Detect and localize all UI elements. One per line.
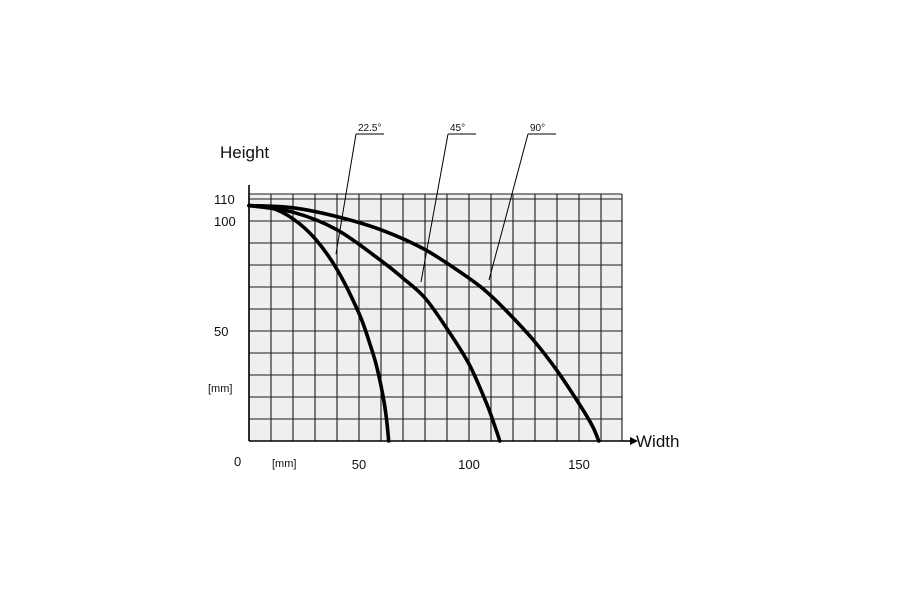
x-tick-label: 50 — [352, 457, 366, 472]
x-unit-label: [mm] — [272, 458, 296, 470]
plot-area — [249, 194, 622, 441]
x-axis-arrowhead — [630, 437, 638, 445]
x-tick-label: 100 — [458, 457, 480, 472]
x-tick-labels: 50 100 150 — [352, 457, 590, 472]
series-line-3 — [247, 203, 601, 443]
series-label-3: 90° — [530, 123, 545, 134]
series-label-2: 45° — [450, 123, 465, 134]
curve-leader-line — [420, 133, 449, 283]
y-unit-label: [mm] — [208, 383, 232, 395]
y-axis-title: Height — [220, 143, 269, 162]
y-tick-label: 50 — [214, 324, 228, 339]
curve-leader-line — [335, 133, 357, 255]
curve-leaders: 22.5° 45° 90° — [335, 123, 556, 283]
x-axis-title: Width — [636, 432, 679, 451]
y-tick-label: 100 — [214, 214, 236, 229]
x-tick-label: 150 — [568, 457, 590, 472]
curves — [247, 203, 601, 443]
series-label-1: 22.5° — [358, 123, 381, 134]
y-tick-label: 110 — [214, 192, 235, 207]
series-line-1 — [247, 203, 391, 443]
origin-label: 0 — [234, 454, 241, 469]
curve-leader-line — [488, 133, 529, 281]
series-line-2 — [247, 203, 502, 443]
y-tick-labels: 50 100 110 — [214, 192, 236, 339]
